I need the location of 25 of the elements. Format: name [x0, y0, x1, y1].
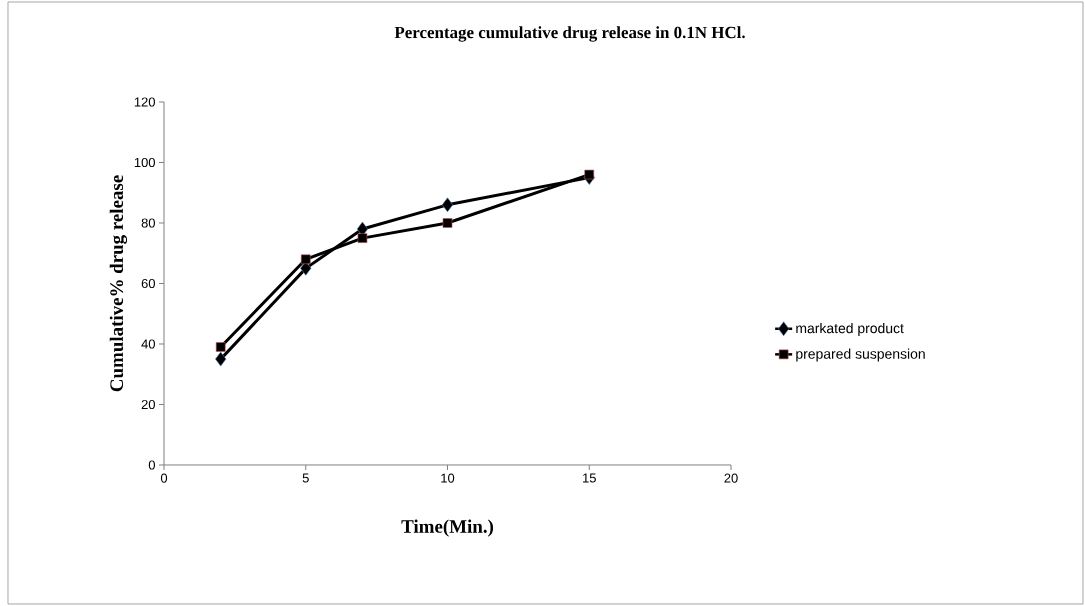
point	[441, 197, 454, 213]
y-tick-label: 0	[148, 460, 155, 470]
point	[442, 218, 453, 228]
x-tick-label: 0	[160, 473, 168, 483]
y-tick-label: 60	[141, 278, 155, 289]
x-tick-label: 5	[302, 473, 309, 483]
point	[357, 233, 368, 243]
point	[300, 261, 312, 276]
y-tick-label: 120	[134, 97, 155, 107]
legend-label: prepared suspension	[796, 348, 925, 362]
y-tick-label: 80	[141, 218, 155, 228]
x-tick-label: 10	[441, 473, 455, 483]
x-tick-label: 15	[583, 473, 596, 483]
point	[300, 254, 311, 265]
chart-title: Percentage cumulative drug release in 0.1N HCl.	[394, 26, 745, 42]
y-tick-label: 40	[141, 339, 155, 349]
legend-label: markated product	[796, 322, 904, 336]
point	[215, 342, 226, 352]
x-tick-label: 20	[724, 473, 738, 483]
y-tick-label: 20	[141, 399, 155, 410]
point	[584, 169, 595, 180]
point	[215, 351, 227, 367]
y-axis-title: Cumulative% drug release	[109, 175, 128, 392]
x-axis-title: Time(Min.)	[401, 519, 494, 537]
y-tick-label: 100	[134, 157, 155, 168]
